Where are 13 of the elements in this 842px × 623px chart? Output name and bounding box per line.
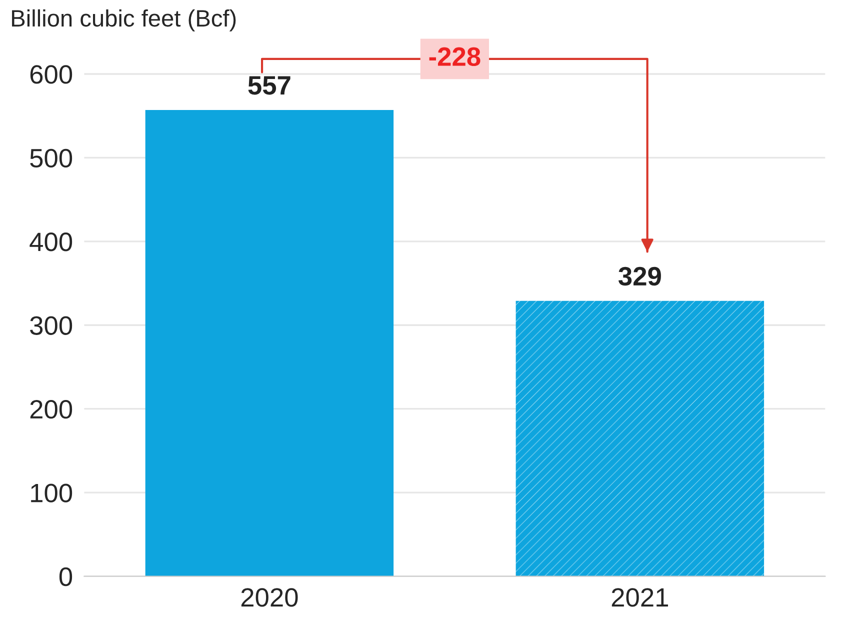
y-tick-label: 600 — [30, 65, 72, 84]
annotation: -228 — [429, 47, 480, 66]
data-label: 329 — [618, 266, 661, 286]
y-tick-label: 200 — [30, 400, 72, 419]
y-tick-label: 500 — [30, 148, 72, 168]
y-axis-title: Billion cubic feet (Bcf) — [12, 9, 236, 32]
data-label: 557 — [248, 76, 290, 95]
x-tick-label: 2021 — [612, 588, 668, 607]
y-tick-label: 400 — [30, 232, 72, 252]
y-tick-label: 0 — [59, 567, 72, 586]
y-tick-label: 300 — [30, 316, 72, 335]
x-tick-label: 2020 — [241, 588, 298, 607]
y-tick-label: 100 — [31, 484, 72, 502]
